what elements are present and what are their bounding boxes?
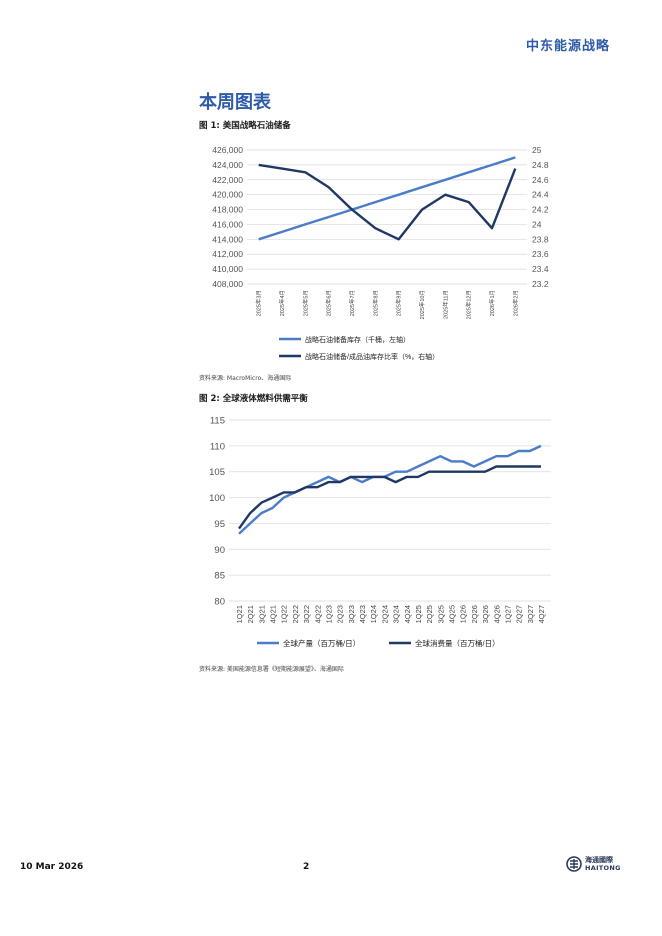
y-tick-label: 95 <box>214 519 225 530</box>
x-tick-label: 2025年10月 <box>418 290 426 319</box>
y-tick-label: 80 <box>214 597 225 608</box>
right-tick-label: 23.6 <box>532 249 549 259</box>
x-tick-label: 3Q23 <box>347 605 356 623</box>
right-tick-label: 25 <box>532 145 542 155</box>
left-tick-label: 424,000 <box>212 160 243 170</box>
footer-date: 10 Mar 2026 <box>20 862 84 872</box>
x-tick-label: 4Q24 <box>403 605 412 623</box>
x-tick-label: 3Q26 <box>481 605 490 623</box>
right-tick-label: 23.2 <box>532 279 549 289</box>
x-tick-label: 4Q23 <box>358 605 367 623</box>
figure2-chart: 115 110 105 100 95 90 85 80 1Q21 2Q21 3Q21 4Q21 1Q22… <box>209 416 551 648</box>
x-tick-label: 3Q27 <box>526 605 535 623</box>
x-tick-label: 3Q22 <box>302 605 311 623</box>
x-tick-label: 2025年6月 <box>325 290 333 316</box>
x-tick-label: 2Q23 <box>336 605 345 623</box>
series-line-1 <box>238 444 542 535</box>
haitong-logo-icon <box>566 856 582 872</box>
x-tick-label: 4Q26 <box>492 605 501 623</box>
left-tick-label: 418,000 <box>212 205 243 215</box>
legend-label: 战略石油储备/成品油库存比率（%，右轴） <box>305 352 439 361</box>
y-tick-label: 100 <box>209 493 225 504</box>
y-tick-label: 90 <box>214 545 225 556</box>
haitong-logo: 海通國際 HAITONG <box>566 856 621 872</box>
x-tick-label: 2Q27 <box>515 605 524 623</box>
left-tick-label: 416,000 <box>212 219 243 229</box>
x-tick-label: 4Q25 <box>448 605 457 623</box>
x-tick-label: 1Q24 <box>369 605 378 623</box>
x-tick-label: 2Q25 <box>425 605 434 623</box>
figure1-caption: 图 1: 美国战略石油储备 <box>199 121 291 131</box>
legend-label: 全球消费量（百万桶/日） <box>415 638 500 648</box>
y-tick-label: 85 <box>214 571 225 582</box>
left-tick-label: 410,000 <box>212 264 243 274</box>
x-tick-label: 2Q22 <box>291 605 300 623</box>
logo-cn: 海通國際 <box>585 856 613 864</box>
x-tick-label: 1Q27 <box>503 605 512 623</box>
x-tick-label: 2026年2月 <box>511 290 519 316</box>
right-tick-label: 24.2 <box>532 205 549 215</box>
left-tick-label: 422,000 <box>212 175 243 185</box>
series-line-1 <box>258 156 516 241</box>
x-tick-label: 4Q27 <box>537 605 546 623</box>
x-tick-label: 4Q21 <box>269 605 278 623</box>
header-brand: 中东能源战略 <box>525 39 610 54</box>
x-tick-label: 2Q26 <box>470 605 479 623</box>
x-tick-label: 2025年3月 <box>255 290 263 316</box>
legend-label: 战略石油储备库存（千桶，左轴） <box>305 335 410 344</box>
x-tick-label: 2025年7月 <box>348 290 356 316</box>
page-number: 2 <box>303 862 310 872</box>
left-tick-label: 414,000 <box>212 234 243 244</box>
right-tick-label: 24.8 <box>532 160 549 170</box>
x-tick-label: 2025年11月 <box>441 290 449 319</box>
x-tick-label: 1Q23 <box>324 605 333 623</box>
x-tick-label: 2Q21 <box>246 605 255 623</box>
figure1-chart: 426,000 25 424,000 24.8 422,000 24.6 420,000 24… <box>212 145 549 361</box>
x-tick-label: 4Q22 <box>313 605 322 623</box>
left-tick-label: 426,000 <box>212 145 243 155</box>
left-tick-label: 408,000 <box>212 279 243 289</box>
x-tick-label: 2025年8月 <box>371 290 379 316</box>
x-tick-label: 3Q21 <box>257 605 266 623</box>
legend-label: 全球产量（百万桶/日） <box>283 638 360 648</box>
logo-en: HAITONG <box>585 864 621 872</box>
right-tick-label: 24.4 <box>532 190 549 200</box>
series-line-2 <box>238 465 541 530</box>
right-tick-label: 24 <box>532 219 542 229</box>
section-title: 本周图表 <box>199 92 271 113</box>
figure1-source: 资料来源: MacroMicro、海通国际 <box>199 375 292 382</box>
right-tick-label: 23.4 <box>532 264 549 274</box>
right-tick-label: 23.8 <box>532 234 549 244</box>
x-tick-label: 3Q24 <box>392 605 401 623</box>
y-tick-label: 115 <box>210 416 225 427</box>
x-tick-label: 2Q24 <box>380 605 389 623</box>
x-tick-label: 1Q25 <box>414 605 423 623</box>
x-tick-label: 1Q22 <box>280 605 289 623</box>
x-tick-label: 1Q26 <box>459 605 468 623</box>
x-tick-label: 2025年12月 <box>465 290 473 319</box>
left-tick-label: 412,000 <box>212 249 243 259</box>
x-tick-label: 2026年1月 <box>488 290 496 316</box>
y-tick-label: 105 <box>209 467 225 478</box>
x-tick-label: 2025年5月 <box>301 290 309 316</box>
left-tick-label: 420,000 <box>212 190 243 200</box>
x-tick-label: 3Q25 <box>436 605 445 623</box>
x-tick-label: 2025年4月 <box>278 290 286 316</box>
figure2-source: 资料来源: 美国能源信息署《短期能源展望》、海通国际 <box>199 666 344 673</box>
figure2-caption: 图 2: 全球液体燃料供需平衡 <box>199 394 308 404</box>
x-tick-label: 2025年9月 <box>395 290 403 316</box>
x-tick-label: 1Q21 <box>235 605 244 623</box>
series-line-2 <box>258 163 517 241</box>
right-tick-label: 24.6 <box>532 175 549 185</box>
y-tick-label: 110 <box>210 441 225 452</box>
